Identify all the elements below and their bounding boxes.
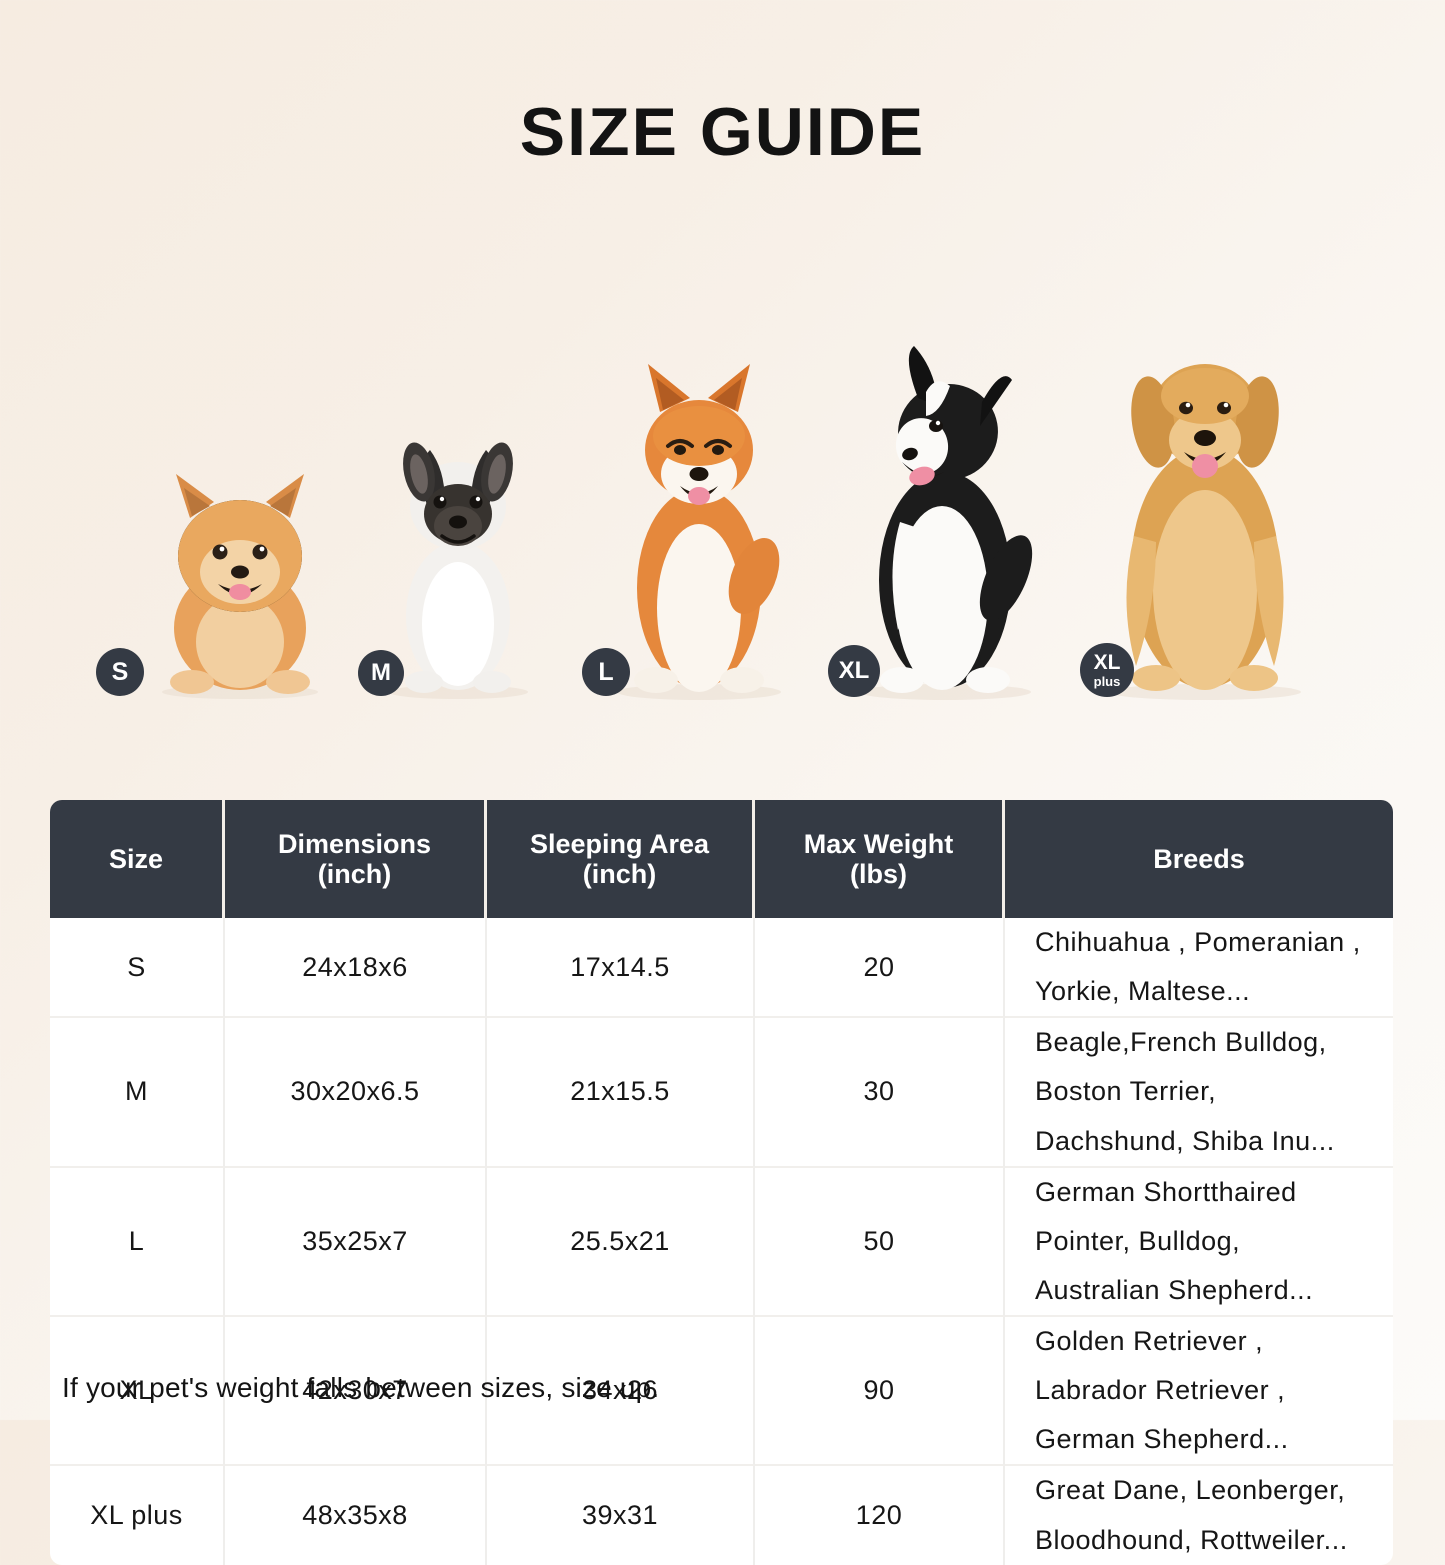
- column-header-sleeping-area: Sleeping Area (inch): [487, 800, 755, 918]
- cell-size: M: [50, 1018, 225, 1168]
- table-row: XL plus 48x35x8 39x31 120 Great Dane, Le…: [50, 1466, 1393, 1565]
- dog-figure-shiba-inu: [594, 350, 804, 700]
- cell-size: S: [50, 918, 225, 1019]
- dog-figure-french-bulldog: [368, 410, 548, 700]
- size-badge-xl-plus-label: XL: [1093, 651, 1121, 674]
- column-header-max-weight-main: Max Weight: [803, 828, 954, 859]
- cell-size: L: [50, 1167, 225, 1317]
- size-badge-m-label: M: [371, 659, 391, 686]
- cell-dimensions: 48x35x8: [225, 1466, 487, 1565]
- cell-max-weight: 90: [755, 1317, 1005, 1467]
- size-badge-xl-plus-sublabel: plus: [1093, 674, 1121, 689]
- column-header-size-main: Size: [108, 843, 164, 874]
- size-badge-s: S: [96, 648, 144, 696]
- size-badge-m: M: [358, 650, 404, 696]
- size-guide-table-wrapper: Size Dimensions (inch) Sleeping Area (in…: [50, 800, 1393, 1565]
- table-header-row: Size Dimensions (inch) Sleeping Area (in…: [50, 800, 1393, 918]
- column-header-dimensions: Dimensions (inch): [225, 800, 487, 918]
- cell-max-weight: 120: [755, 1466, 1005, 1565]
- pomeranian-illustration: [162, 474, 318, 699]
- size-badge-l: L: [582, 648, 630, 696]
- cell-dimensions: 30x20x6.5: [225, 1018, 487, 1168]
- size-guide-table: Size Dimensions (inch) Sleeping Area (in…: [50, 800, 1393, 1565]
- cell-dimensions: 24x18x6: [225, 918, 487, 1019]
- size-badge-s-label: S: [111, 657, 129, 686]
- golden-retriever-illustration: [1109, 364, 1301, 700]
- cell-breeds: Great Dane, Leonberger, Bloodhound, Rott…: [1005, 1466, 1393, 1565]
- page-title: SIZE GUIDE: [519, 94, 926, 170]
- table-row: M 30x20x6.5 21x15.5 30 Beagle,French Bul…: [50, 1018, 1393, 1168]
- dog-figure-pomeranian: [140, 460, 340, 700]
- sizing-note: If your pet's weight falls between sizes…: [62, 1372, 660, 1403]
- dog-size-lineup: [0, 300, 1445, 700]
- column-header-size: Size: [50, 800, 225, 918]
- cell-breeds: Golden Retriever , Labrador Retriever , …: [1005, 1317, 1393, 1467]
- cell-sleeping-area: 25.5x21: [487, 1167, 755, 1317]
- column-header-max-weight-unit: (lbs): [850, 859, 907, 889]
- column-header-sleeping-area-main: Sleeping Area: [529, 828, 710, 859]
- column-header-sleeping-area-unit: (inch): [582, 859, 657, 889]
- cell-max-weight: 30: [755, 1018, 1005, 1168]
- cell-sleeping-area: 17x14.5: [487, 918, 755, 1019]
- table-header: Size Dimensions (inch) Sleeping Area (in…: [50, 800, 1393, 918]
- size-badge-xl: XL: [828, 645, 880, 697]
- column-header-breeds-main: Breeds: [1153, 843, 1245, 874]
- shiba-inu-illustration: [617, 364, 781, 700]
- cell-breeds: German Shortthaired Pointer, Bulldog, Au…: [1005, 1167, 1393, 1317]
- size-badge-xl-plus: XL plus: [1080, 643, 1134, 697]
- french-bulldog-illustration: [388, 442, 528, 699]
- column-header-dimensions-main: Dimensions: [277, 828, 432, 859]
- size-badge-l-label: L: [598, 657, 614, 686]
- dog-figure-golden-retriever: [1090, 310, 1320, 700]
- cell-max-weight: 20: [755, 918, 1005, 1019]
- cell-sleeping-area: 21x15.5: [487, 1018, 755, 1168]
- size-badge-xl-label: XL: [838, 657, 870, 684]
- cell-breeds: Chihuahua , Pomeranian , Yorkie, Maltese…: [1005, 918, 1393, 1019]
- table-row: L 35x25x7 25.5x21 50 German Shortthaired…: [50, 1167, 1393, 1317]
- table-row: S 24x18x6 17x14.5 20 Chihuahua , Pomeran…: [50, 918, 1393, 1019]
- cell-sleeping-area: 39x31: [487, 1466, 755, 1565]
- column-header-max-weight: Max Weight (lbs): [755, 800, 1005, 918]
- cell-breeds: Beagle,French Bulldog, Boston Terrier, D…: [1005, 1018, 1393, 1168]
- column-header-dimensions-unit: (inch): [317, 859, 392, 889]
- column-header-breeds: Breeds: [1005, 800, 1393, 918]
- border-collie-illustration: [859, 346, 1033, 700]
- table-body: S 24x18x6 17x14.5 20 Chihuahua , Pomeran…: [50, 918, 1393, 1565]
- dog-figure-border-collie: [840, 330, 1050, 700]
- cell-size: XL plus: [50, 1466, 225, 1565]
- cell-max-weight: 50: [755, 1167, 1005, 1317]
- cell-dimensions: 35x25x7: [225, 1167, 487, 1317]
